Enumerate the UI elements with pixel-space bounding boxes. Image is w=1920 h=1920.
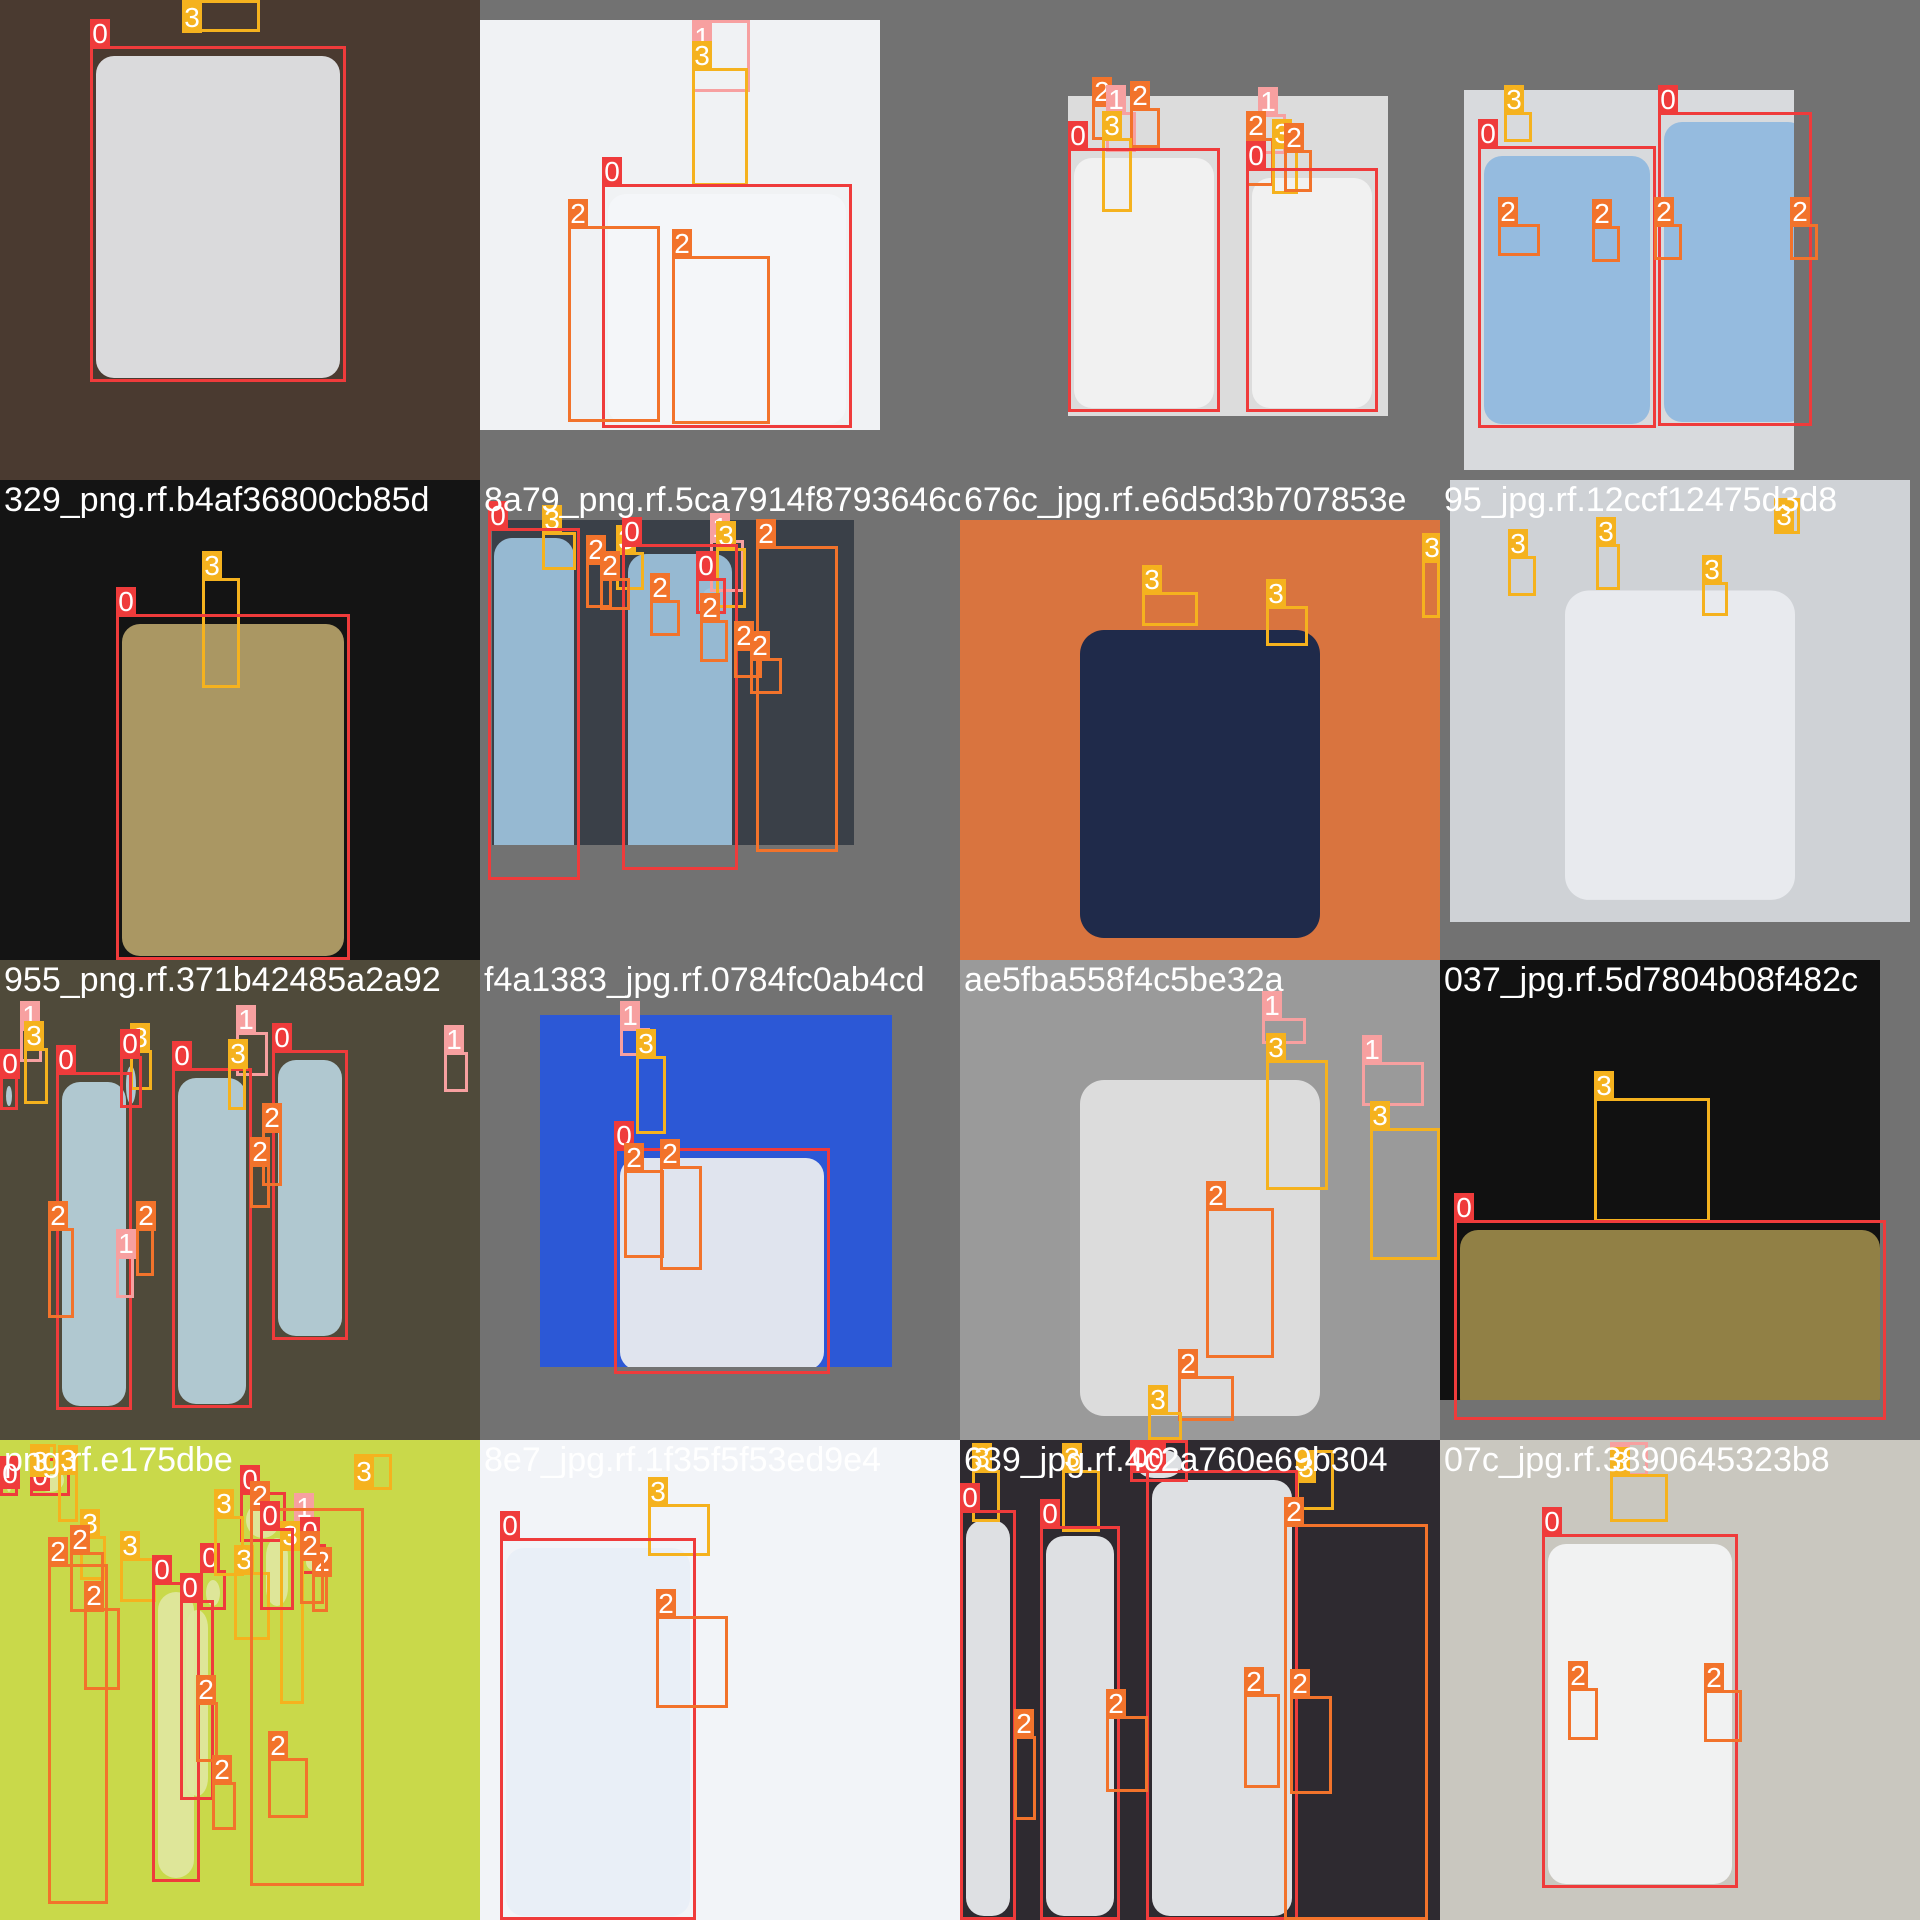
- tile-photo: [492, 520, 854, 845]
- photo-scene: [1440, 960, 1880, 1400]
- mosaic-tile-8: 3 3 3 3 95_jpg.rf.12ccf12475d3d8: [1440, 480, 1920, 960]
- person-silhouette: [36, 1468, 64, 1492]
- photo-scene: [1450, 480, 1910, 922]
- photo-scene: [1440, 1440, 1920, 1920]
- photo-scene: [960, 520, 1440, 960]
- person-silhouette: [266, 1538, 288, 1606]
- person-silhouette: [1460, 1230, 1880, 1400]
- person-silhouette: [6, 1086, 12, 1106]
- person-silhouette: [1565, 590, 1795, 900]
- mosaic-tile-12: 3 0 037_jpg.rf.5d7804b08f482c: [1440, 960, 1920, 1440]
- tile-photo: [1450, 480, 1910, 922]
- mosaic-tile-6: 3 0 3 1 3 0 2 2 2 0 2 2 2 2 8a79_png.rf.5ca7914f879364…: [480, 480, 960, 960]
- tile-photo: [960, 520, 1440, 960]
- photo-scene: [0, 0, 480, 480]
- person-silhouette: [620, 1158, 824, 1367]
- person-silhouette: [506, 1548, 690, 1916]
- person-silhouette: [1548, 1544, 1732, 1884]
- person-silhouette: [158, 1592, 194, 1878]
- tile-filename: 8a79_png.rf.5ca7914f8793646c: [484, 481, 960, 519]
- tile-photo: [0, 1440, 480, 1920]
- tile-photo: [0, 0, 480, 480]
- tile-filename: 676c_jpg.rf.e6d5d3b707853e: [964, 481, 1407, 519]
- mosaic-tile-9: 1 3 0 3 0 0 1 0 1 0 3 1 2 2 2 2 955_png.rf.371b42485a2a9…: [0, 960, 480, 1440]
- photo-scene: [1068, 96, 1388, 416]
- tile-photo: [480, 1440, 960, 1920]
- photo-scene: [1464, 90, 1794, 470]
- person-silhouette: [206, 1580, 220, 1606]
- mosaic-tile-15: 3 3 0 3 0 0 0 2 2 2 2 2 639_jpg.rf.4c2a760e69b304: [960, 1440, 1440, 1920]
- tile-photo: [1440, 960, 1880, 1400]
- photo-scene: [492, 520, 854, 845]
- person-silhouette: [1046, 1536, 1114, 1916]
- photo-scene: [0, 480, 480, 960]
- person-silhouette: [1664, 122, 1794, 422]
- tile-photo: [1068, 96, 1388, 416]
- mosaic-tile-7: 3 3 3 676c_jpg.rf.e6d5d3b707853e: [960, 480, 1440, 960]
- person-silhouette: [96, 56, 340, 378]
- scene-background: [0, 1440, 480, 1920]
- tile-photo: [480, 20, 880, 430]
- tile-photo: [1440, 1440, 1920, 1920]
- person-silhouette: [178, 1078, 246, 1404]
- tile-photo: [0, 480, 480, 960]
- detection-box-class-2: 2: [1790, 197, 1818, 260]
- mosaic-tile-10: 1 3 0 2 2 f4a1383_jpg.rf.0784fc0ab4cd: [480, 960, 960, 1440]
- person-silhouette: [1136, 1450, 1182, 1478]
- person-silhouette: [1074, 158, 1214, 408]
- photo-scene: [0, 1440, 480, 1920]
- person-silhouette: [246, 1502, 280, 1538]
- person-silhouette: [1080, 1080, 1320, 1416]
- photo-scene: [540, 1015, 892, 1367]
- person-silhouette: [966, 1520, 1010, 1916]
- person-silhouette: [122, 624, 344, 956]
- person-silhouette: [702, 588, 720, 610]
- person-silhouette: [1152, 1480, 1292, 1916]
- person-silhouette: [186, 1610, 208, 1796]
- photo-scene: [480, 1440, 960, 1920]
- person-silhouette: [1252, 178, 1372, 408]
- mosaic-tile-14: 3 0 2 8e7_jpg.rf.1f35f5f53ed9e4: [480, 1440, 960, 1920]
- mosaic-tile-5: 3 0 329_png.rf.b4af36800cb85d: [0, 480, 480, 960]
- person-silhouette: [278, 1060, 342, 1336]
- photo-scene: [960, 1440, 1440, 1920]
- tile-photo: [540, 1015, 892, 1367]
- person-silhouette: [628, 554, 732, 845]
- person-silhouette: [1080, 630, 1320, 938]
- photo-scene: [0, 960, 480, 1440]
- tile-photo: [1464, 90, 1794, 470]
- mosaic-tile-11: 1 3 1 3 2 2 3 ae5fba558f4c5be32a: [960, 960, 1440, 1440]
- tile-photo: [0, 960, 480, 1440]
- mosaic-tile-13: 0 3 3 0 3 1 0 3 2 2 0 0 3 3 3 2 0 0 2 3 0 2 2 2 2 2 png.rf.e175dbe: [0, 1440, 480, 1920]
- person-silhouette: [608, 194, 846, 424]
- tile-photo: [960, 960, 1440, 1440]
- photo-scene: [480, 20, 880, 430]
- person-silhouette: [6, 1466, 12, 1492]
- photo-scene: [960, 960, 1440, 1440]
- person-silhouette: [494, 538, 574, 845]
- mosaic-tile-16: 1 3 0 2 2 07c_jpg.rf.3890645323b8: [1440, 1440, 1920, 1920]
- tile-filename: f4a1383_jpg.rf.0784fc0ab4cd: [484, 961, 925, 999]
- person-silhouette: [1484, 156, 1650, 424]
- person-silhouette: [126, 1066, 136, 1104]
- person-silhouette: [306, 1554, 320, 1570]
- person-silhouette: [62, 1082, 126, 1406]
- tile-photo: [960, 1440, 1440, 1920]
